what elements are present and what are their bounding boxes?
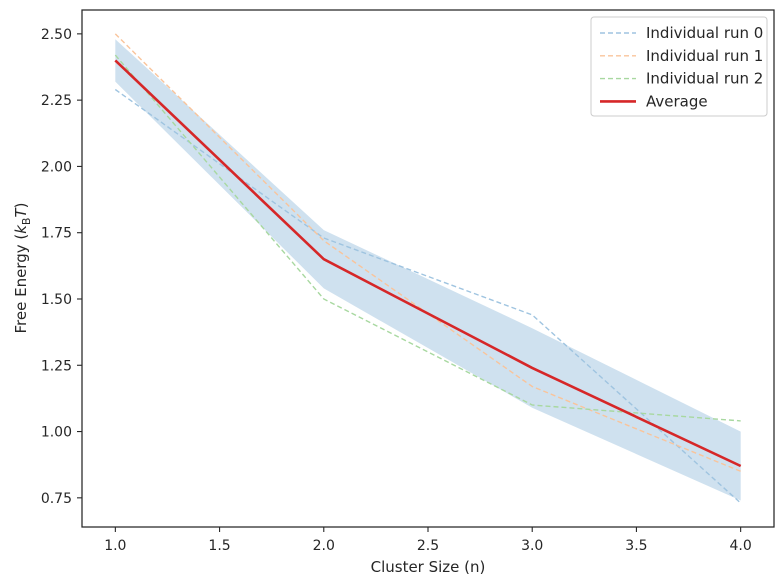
y-tick-label: 2.25 bbox=[41, 93, 72, 109]
y-tick-label: 1.00 bbox=[41, 425, 72, 441]
x-axis-label: Cluster Size (n) bbox=[371, 558, 486, 576]
legend-label-individual-run-0: Individual run 0 bbox=[646, 24, 763, 42]
series-line-individual-run-0 bbox=[114, 88, 742, 504]
x-tick-label: 1.0 bbox=[104, 538, 126, 554]
legend-label-individual-run-1: Individual run 1 bbox=[646, 47, 763, 65]
y-tick-label: 1.25 bbox=[41, 358, 72, 374]
legend-label-average: Average bbox=[646, 92, 708, 110]
y-tick-label: 2.50 bbox=[41, 27, 72, 43]
x-tick-label: 2.5 bbox=[417, 538, 439, 554]
x-tick-label: 1.5 bbox=[208, 538, 230, 554]
y-tick-label: 1.50 bbox=[41, 292, 72, 308]
x-tick-label: 3.0 bbox=[521, 538, 543, 554]
x-tick-label: 2.0 bbox=[313, 538, 335, 554]
y-axis-label-subscript: B bbox=[20, 218, 33, 226]
y-tick-label: 0.75 bbox=[41, 491, 72, 507]
y-axis-label-text: Free Energy ( bbox=[12, 234, 30, 334]
x-tick-label: 3.5 bbox=[625, 538, 647, 554]
confidence-band bbox=[115, 39, 741, 501]
x-tick-label: 4.0 bbox=[730, 538, 752, 554]
y-axis-label-k: k bbox=[12, 224, 30, 234]
legend: Individual run 0 Individual run 1 Individu… bbox=[590, 16, 768, 117]
y-axis-label-t: T bbox=[12, 207, 30, 218]
y-axis-label: Free Energy (kBT) bbox=[12, 203, 33, 334]
series-line-average bbox=[114, 59, 742, 468]
legend-box bbox=[590, 16, 768, 117]
y-axis-label-close: ) bbox=[12, 203, 30, 209]
y-tick-label: 2.00 bbox=[41, 159, 72, 175]
legend-label-individual-run-2: Individual run 2 bbox=[646, 70, 763, 88]
y-tick-label: 1.75 bbox=[41, 226, 72, 242]
series-line-individual-run-2 bbox=[114, 54, 741, 422]
